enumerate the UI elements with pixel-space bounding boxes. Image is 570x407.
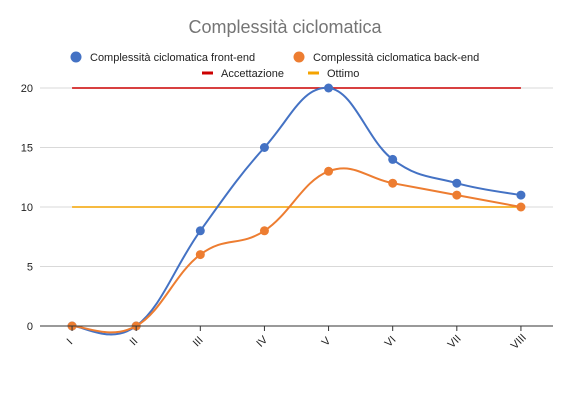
data-point	[195, 226, 205, 236]
series-1	[67, 166, 526, 334]
x-tick-label: V	[320, 335, 334, 349]
legend-item-2: Accettazione	[202, 68, 284, 80]
legend-marker	[70, 51, 82, 63]
legend-label: Complessità ciclomatica back-end	[313, 52, 479, 64]
x-tick-label: III	[191, 334, 206, 349]
y-tick-label: 0	[27, 321, 33, 333]
series-0	[67, 83, 526, 336]
x-tick-label: II	[128, 335, 141, 348]
data-point	[195, 250, 205, 260]
data-point	[516, 190, 526, 200]
y-tick-label: 20	[21, 83, 33, 95]
data-series	[67, 83, 526, 336]
y-tick-label: 5	[27, 262, 33, 274]
data-point	[324, 166, 334, 176]
y-tick-label: 15	[21, 143, 33, 155]
data-point	[452, 190, 462, 200]
data-point	[259, 143, 269, 152]
x-tick-label: VIII	[509, 332, 529, 352]
data-point	[388, 178, 398, 188]
data-point	[259, 226, 269, 236]
y-tick-label: 10	[21, 202, 33, 214]
legend-label: Ottimo	[327, 68, 359, 80]
chart-title: Complessità ciclomatica	[188, 17, 382, 37]
series-line	[72, 167, 522, 334]
legend-label: Complessità ciclomatica front-end	[90, 52, 255, 64]
data-point	[324, 83, 334, 93]
data-point	[516, 202, 526, 212]
x-tick-label: VII	[446, 333, 464, 351]
legend: Complessità ciclomatica front-end Comples…	[70, 51, 479, 80]
x-tick-label: VI	[383, 334, 399, 350]
legend-swatch	[308, 71, 319, 75]
legend-marker	[293, 51, 305, 63]
data-point	[452, 178, 462, 188]
x-tick-label: I	[65, 337, 76, 348]
legend-item-1: Complessità ciclomatica back-end	[293, 51, 479, 64]
legend-swatch	[202, 71, 213, 75]
legend-item-3: Ottimo	[308, 68, 359, 80]
data-point	[388, 154, 398, 164]
legend-label: Accettazione	[221, 68, 284, 80]
legend-item-0: Complessità ciclomatica front-end	[70, 51, 255, 64]
series-line	[71, 86, 522, 336]
reference-lines	[72, 87, 521, 208]
x-tick-label: IV	[254, 333, 270, 349]
gridlines	[40, 87, 553, 267]
